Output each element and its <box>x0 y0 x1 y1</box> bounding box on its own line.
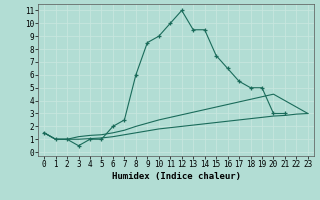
X-axis label: Humidex (Indice chaleur): Humidex (Indice chaleur) <box>111 172 241 181</box>
